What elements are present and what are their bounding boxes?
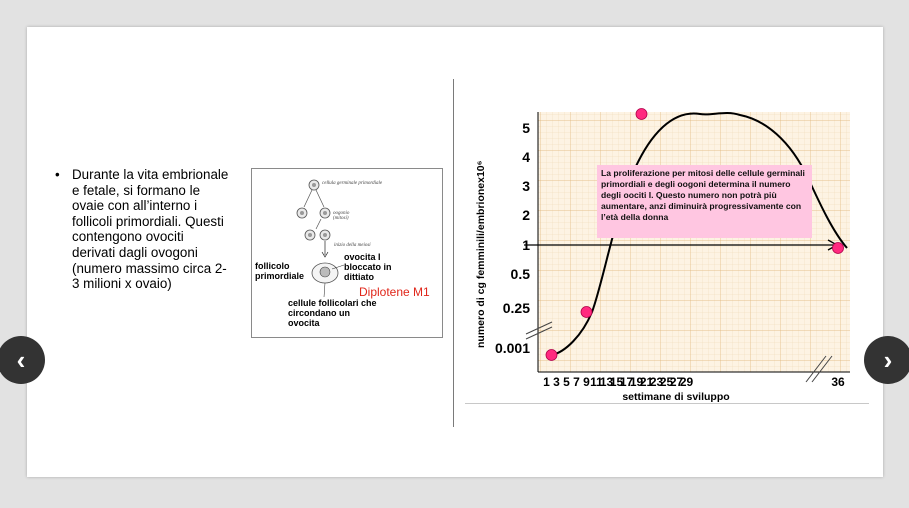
data-point-marker bbox=[832, 242, 844, 254]
data-point-marker bbox=[545, 349, 558, 361]
x-tick-label: 27 bbox=[670, 375, 684, 389]
y-tick-label: 0.001 bbox=[495, 340, 530, 356]
x-tick-label: 9 bbox=[583, 375, 590, 389]
y-tick-label: 1 bbox=[522, 237, 530, 253]
bullet-marker: • bbox=[55, 167, 60, 182]
x-tick-label: 13 bbox=[600, 375, 614, 389]
y-tick-label: 3 bbox=[522, 178, 530, 194]
y-axis-break bbox=[525, 321, 553, 340]
x-tick-label: 5 bbox=[563, 375, 570, 389]
y-tick-label: 2 bbox=[522, 207, 530, 223]
x-tick-label: 21 bbox=[640, 375, 654, 389]
x-tick-label: 19 bbox=[630, 375, 644, 389]
data-point-marker bbox=[635, 108, 648, 120]
data-point-marker bbox=[580, 306, 593, 318]
x-tick-label: 11 bbox=[590, 375, 603, 389]
x-axis-label: settimane di sviluppo bbox=[622, 391, 729, 403]
x-tick-label: 29 bbox=[680, 375, 694, 389]
y-tick-label: 4 bbox=[522, 149, 530, 165]
diagram-cells bbox=[296, 179, 345, 298]
annotation-callout: La proliferazione per mitosi delle cellu… bbox=[597, 165, 812, 238]
x-tick-label: 25 bbox=[660, 375, 674, 389]
x-tick-label: 3 bbox=[553, 375, 560, 389]
label-follicular-cells: cellule follicolari che circondano un ov… bbox=[288, 298, 377, 328]
label-oocyte: ovocita I bloccato in dittiato bbox=[344, 252, 392, 282]
column-divider bbox=[453, 79, 454, 427]
x-tick-label: 23 bbox=[650, 375, 664, 389]
label-follicle: follicolo primordiale bbox=[255, 261, 305, 281]
x-tick-label: 15 bbox=[610, 375, 624, 389]
label-germinal-cell: cellula germinale primordiale bbox=[322, 181, 383, 186]
x-axis-break bbox=[805, 355, 833, 383]
next-slide-button[interactable]: › bbox=[864, 336, 909, 384]
x-tick-label: 1 bbox=[543, 375, 550, 389]
y-tick-label: 5 bbox=[522, 120, 530, 136]
x-tick-label: 7 bbox=[573, 375, 580, 389]
bullet-item: • Durante la vita embrionale e fetale, s… bbox=[55, 167, 230, 292]
label-diplotene: Diplotene M1 bbox=[359, 285, 430, 299]
oogenesis-diagram: cellula germinale primordiale oogonio (m… bbox=[251, 168, 443, 338]
x-tick-label: 17 bbox=[620, 375, 634, 389]
label-oogonia: oogonio (mitosi) bbox=[333, 211, 350, 221]
chevron-left-icon: ‹ bbox=[16, 344, 26, 375]
chevron-right-icon: › bbox=[883, 344, 893, 375]
chart-baseline-divider bbox=[465, 403, 869, 404]
label-meiosis: inizio della meiosi bbox=[334, 243, 371, 248]
x-tick-label: 36 bbox=[831, 375, 845, 389]
y-tick-label: 0.25 bbox=[503, 300, 530, 316]
prev-slide-button[interactable]: ‹ bbox=[0, 336, 45, 384]
bullet-text: Durante la vita embrionale e fetale, si … bbox=[72, 167, 229, 292]
y-axis-label: numero di cg femminili/embrionex10⁶ bbox=[475, 160, 487, 348]
y-tick-label: 0.5 bbox=[511, 266, 531, 282]
